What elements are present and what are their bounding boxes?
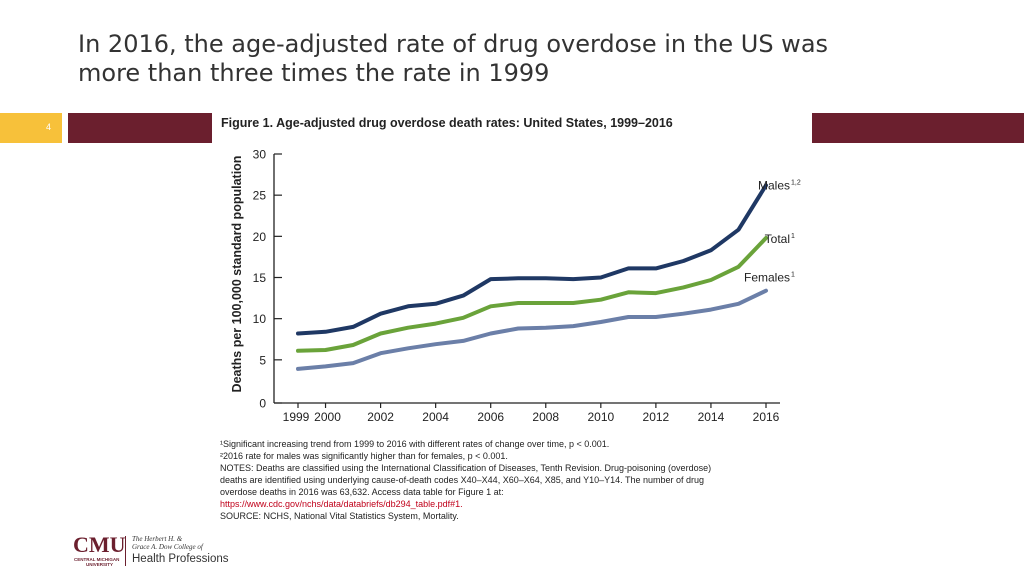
x-tick-label: 2012 xyxy=(643,410,670,424)
x-tick-label: 2002 xyxy=(367,410,394,424)
axes: 0 5 10 15 20 25 30 1999 2000 2002 2004 2006 2008 2010… xyxy=(253,148,780,424)
x-tick-label: 2000 xyxy=(314,410,341,424)
page-number: 4 xyxy=(46,122,52,132)
series-label-superscript: 1,2 xyxy=(791,179,801,186)
note-2: ²2016 rate for males was significantly h… xyxy=(220,451,508,461)
note-3: NOTES: Deaths are classified using the I… xyxy=(220,463,712,473)
cmu-subtitle-line2: UNIVERSITY xyxy=(86,562,114,567)
logo-divider xyxy=(125,536,126,566)
y-tick-label: 15 xyxy=(253,271,267,285)
series-label-superscript: 1 xyxy=(791,233,795,240)
series-label-superscript: 1 xyxy=(791,272,795,279)
x-tick-label: 2010 xyxy=(587,410,614,424)
page-number-box: 4 xyxy=(0,113,62,143)
note-1: ¹Significant increasing trend from 1999 … xyxy=(220,439,610,449)
slide-title-line1: In 2016, the age-adjusted rate of drug o… xyxy=(78,30,829,58)
y-axis-label: Deaths per 100,000 standard population xyxy=(230,156,244,393)
accent-band-right xyxy=(812,113,1024,143)
y-tick-label: 10 xyxy=(253,312,267,326)
x-tick-label: 2016 xyxy=(753,410,780,424)
chart-title: Figure 1. Age-adjusted drug overdose dea… xyxy=(221,116,673,130)
y-tick-label: 30 xyxy=(253,148,267,162)
x-tick-label: 2004 xyxy=(422,410,449,424)
note-5: overdose deaths in 2016 was 63,632. Acce… xyxy=(220,487,504,497)
x-tick-label: 2008 xyxy=(532,410,559,424)
series-line-total xyxy=(296,236,768,353)
college-line1: The Herbert H. & xyxy=(132,535,183,543)
cmu-subtitle: CENTRAL MICHIGAN UNIVERSITY xyxy=(74,557,119,567)
college-name: The Herbert H. & Grace A. Dow College of xyxy=(132,535,203,551)
y-tick-label: 0 xyxy=(259,397,266,411)
college-logo: CMU CENTRAL MICHIGAN UNIVERSITY The Herb… xyxy=(73,534,243,570)
accent-band-left xyxy=(68,113,212,143)
figure-panel: Figure 1. Age-adjusted drug overdose dea… xyxy=(212,111,812,531)
series-line-females xyxy=(296,288,768,371)
y-tick-label: 20 xyxy=(253,230,267,244)
x-tick-label: 1999 xyxy=(283,410,310,424)
y-tick-label: 5 xyxy=(259,353,266,367)
x-tick-label: 2014 xyxy=(698,410,725,424)
cmu-wordmark: CMU xyxy=(73,532,126,557)
series-lines xyxy=(296,183,768,371)
slide-title-line2: more than three times the rate in 1999 xyxy=(78,59,550,87)
note-4: deaths are identified using underlying c… xyxy=(220,475,705,485)
series-label-total: Total xyxy=(765,232,790,246)
data-table-link[interactable]: https://www.cdc.gov/nchs/data/databriefs… xyxy=(220,499,463,509)
cmu-subtitle-line1: CENTRAL MICHIGAN xyxy=(74,557,120,562)
y-tick-label: 25 xyxy=(253,189,267,203)
series-label-males: Males xyxy=(758,178,790,192)
line-chart: Figure 1. Age-adjusted drug overdose dea… xyxy=(221,116,801,424)
x-tick-label: 2006 xyxy=(477,410,504,424)
slide-title: In 2016, the age-adjusted rate of drug o… xyxy=(78,30,978,88)
figure-notes: ¹Significant increasing trend from 1999 … xyxy=(220,438,800,522)
source-note: SOURCE: NCHS, National Vital Statistics … xyxy=(220,511,459,521)
series-label-females: Females xyxy=(744,271,790,285)
health-professions: Health Professions xyxy=(132,553,229,565)
college-line2: Grace A. Dow College of xyxy=(132,543,203,551)
series-line-males xyxy=(296,183,768,336)
